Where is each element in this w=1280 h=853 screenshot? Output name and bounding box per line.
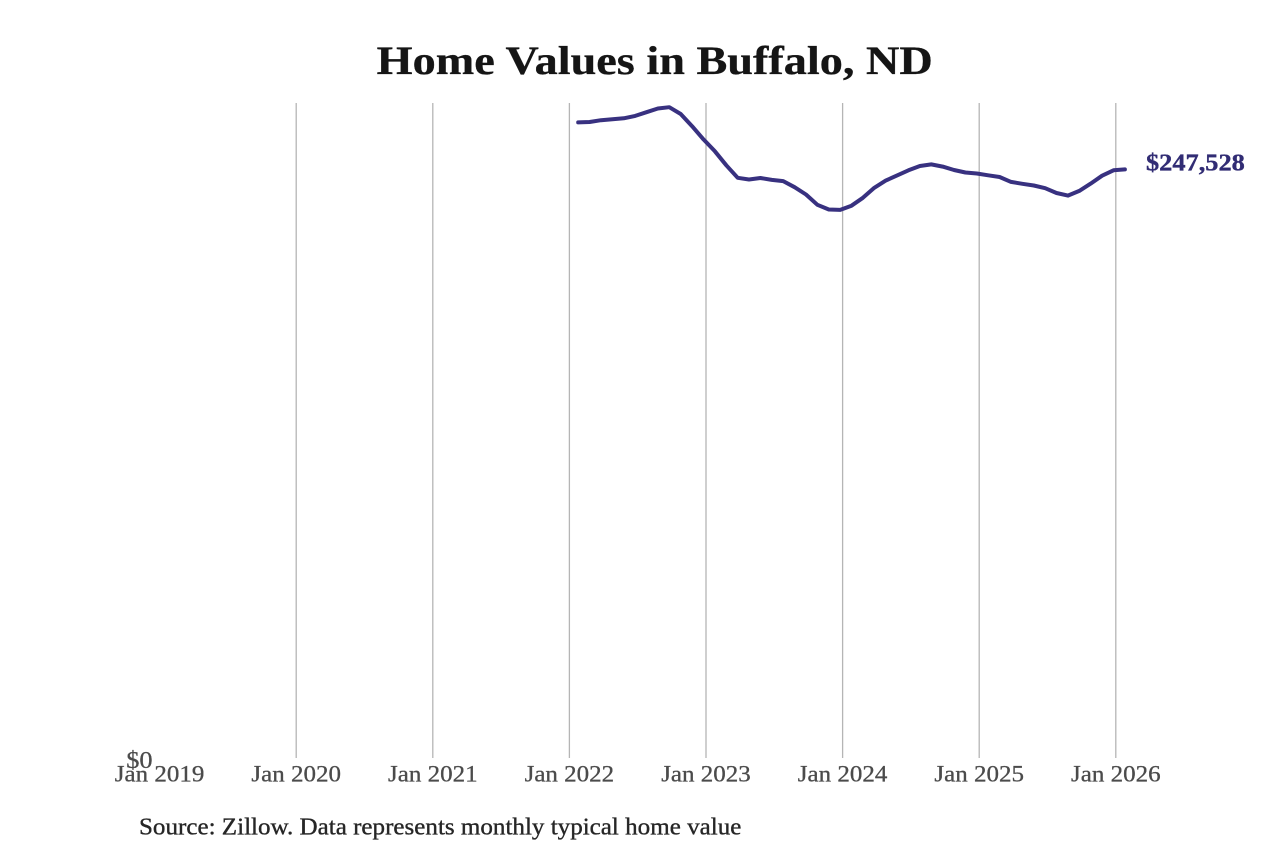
svg-text:Jan 2020: Jan 2020 [251,762,341,787]
svg-text:Jan 2024: Jan 2024 [798,762,888,787]
svg-text:Home Values in Buffalo, ND: Home Values in Buffalo, ND [377,39,933,83]
svg-text:$247,528: $247,528 [1146,150,1245,177]
svg-text:Jan 2019: Jan 2019 [115,762,205,787]
svg-text:Jan 2025: Jan 2025 [934,762,1024,787]
svg-text:Jan 2022: Jan 2022 [525,762,615,787]
svg-text:Jan 2021: Jan 2021 [388,762,478,787]
svg-text:Source: Zillow. Data represent: Source: Zillow. Data represents monthly … [139,814,741,841]
svg-text:$0: $0 [126,748,152,774]
svg-text:Jan 2023: Jan 2023 [661,762,751,787]
svg-text:Jan 2026: Jan 2026 [1071,762,1161,787]
